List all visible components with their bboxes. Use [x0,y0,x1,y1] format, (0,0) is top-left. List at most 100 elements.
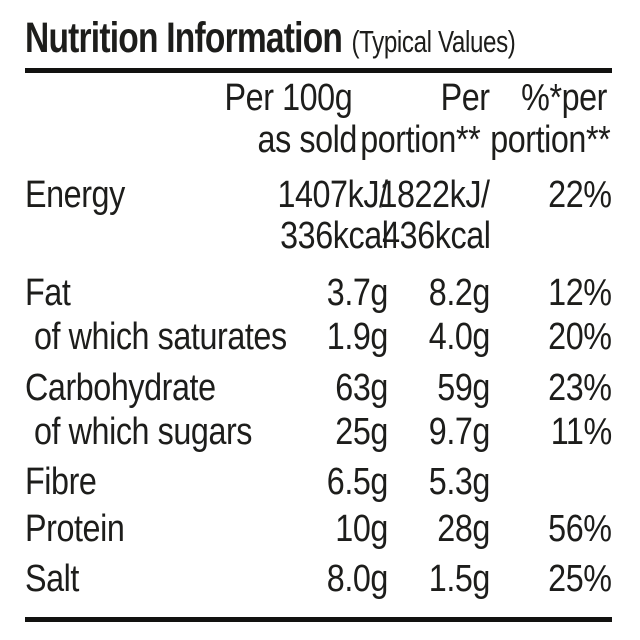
percent-value: 12% [548,272,613,314]
panel-title-note: (Typical Values) [351,24,516,59]
nutrient-name: Carbohydrate [25,367,216,409]
nutrient-name-cell: of which sugars [25,412,255,453]
per100g-cell: 3.7g [255,272,389,314]
nutrient-name: Fat [25,272,71,314]
portion-value: 9.7g [428,411,491,453]
col-header-per100g: Per 100g [224,78,388,119]
col-header-as-sold-label: as sold [257,119,358,161]
col-header-percent-portion-sub: portion** [490,120,612,161]
nutrient-name-cell: Protein [25,509,255,550]
portion-value-kcal: 436kcal [381,215,491,257]
portion-value: 4.0g [428,316,491,358]
per100g-cell: 25g [255,412,388,453]
percent-cell [490,462,612,503]
nutrient-name-cell: Carbohydrate [25,368,255,409]
percent-cell: 20% [490,316,613,358]
nutrient-name-cell [25,216,255,257]
per100g-value: 1.9g [326,316,389,358]
col-header-per-portion-label: Per [441,77,490,119]
per100g-cell: 336kcal [255,215,389,257]
portion-value: 28g [437,508,490,550]
nutrient-name: of which saturates [34,316,287,358]
table-row-energy: Energy 1407kJ/ 1822kJ/ 22% [25,175,612,216]
col-header-per-portion: Per [388,78,490,119]
per100g-value: 6.5g [326,461,389,503]
portion-value: 8.2g [428,272,491,314]
col-header-per100g-sub: as sold [255,120,388,161]
percent-value: 22% [548,174,613,216]
nutrient-name: Protein [25,508,125,550]
portion-cell: 8.2g [388,272,491,314]
nutrient-name: Salt [25,558,79,600]
per100g-value: 1407kJ/ [277,174,389,216]
portion-value: 1.5g [428,558,491,600]
percent-cell: 11% [490,412,612,453]
nutrient-name-cell: Fibre [25,462,255,503]
table-row-carbohydrate: Carbohydrate 63g 59g 23% [25,368,612,409]
header-spacer [25,120,255,161]
col-header-per100g-label: Per 100g [224,77,352,119]
percent-cell: 23% [490,367,613,409]
per100g-value-kcal: 336kcal [279,215,389,257]
percent-cell: 12% [490,272,613,314]
per100g-value: 25g [335,411,388,453]
nutrient-name: Energy [25,174,125,216]
nutrient-name-cell: Salt [25,559,255,600]
column-header-row-2: as sold portion** portion** [25,120,612,161]
panel-title: Nutrition Information [25,14,343,62]
per100g-cell: 63g [255,368,388,409]
table-row-saturates: of which saturates 1.9g 4.0g 20% [25,317,612,358]
bottom-rule [25,617,612,622]
panel-title-line: Nutrition Information (Typical Values) [25,12,612,64]
nutrient-name-cell: Fat [25,273,255,314]
portion-cell: 4.0g [388,316,491,358]
portion-cell: 5.3g [388,461,491,503]
portion-cell: 28g [388,509,490,550]
nutrient-name: of which sugars [34,411,253,453]
portion-cell: 59g [388,368,490,409]
percent-cell: 56% [490,508,613,550]
percent-value: 25% [548,558,613,600]
col-header-portion-label: portion** [359,119,481,161]
table-row-fat: Fat 3.7g 8.2g 12% [25,273,612,314]
portion-cell: 436kcal [382,216,491,257]
per100g-value: 8.0g [326,558,389,600]
per100g-value: 10g [335,508,388,550]
header-spacer [25,78,255,119]
column-header-row-1: Per 100g Per %*per [25,78,612,119]
per100g-value: 63g [335,367,388,409]
nutrient-name-cell: of which saturates [25,317,287,358]
per100g-cell: 10g [255,509,388,550]
percent-value: 56% [548,508,613,550]
table-row-salt: Salt 8.0g 1.5g 25% [25,559,612,600]
portion-value: 1822kJ/ [379,174,491,216]
portion-value: 5.3g [428,461,491,503]
portion-cell: 9.7g [388,411,491,453]
col-header-percent-portion: %*per [490,78,612,119]
per100g-cell: 6.5g [255,461,389,503]
portion-cell: 1822kJ/ [380,175,491,216]
table-row-sugars: of which sugars 25g 9.7g 11% [25,412,612,453]
percent-cell: 22% [490,174,613,216]
percent-value: 23% [548,367,613,409]
percent-value: 20% [548,316,613,358]
percent-cell: 25% [490,558,613,600]
nutrient-name: Fibre [25,461,97,503]
table-row-fibre: Fibre 6.5g 5.3g [25,462,612,503]
percent-cell [490,216,612,257]
portion-cell: 1.5g [388,558,491,600]
nutrient-name-cell: Energy [25,175,255,216]
col-header-per-portion-sub: portion** [360,120,490,161]
per100g-value: 3.7g [326,272,389,314]
table-row-energy-line2: 336kcal 436kcal [25,216,612,257]
top-rule [25,68,612,73]
table-row-protein: Protein 10g 28g 56% [25,509,612,550]
per100g-cell: 1407kJ/ [255,174,389,216]
portion-value: 59g [437,367,490,409]
per100g-cell: 8.0g [255,558,389,600]
col-header-portion2-label: portion** [489,119,611,161]
per100g-cell: 1.9g [255,316,389,358]
percent-value: 11% [551,411,612,453]
col-header-percent-portion-label: %*per [521,77,607,119]
